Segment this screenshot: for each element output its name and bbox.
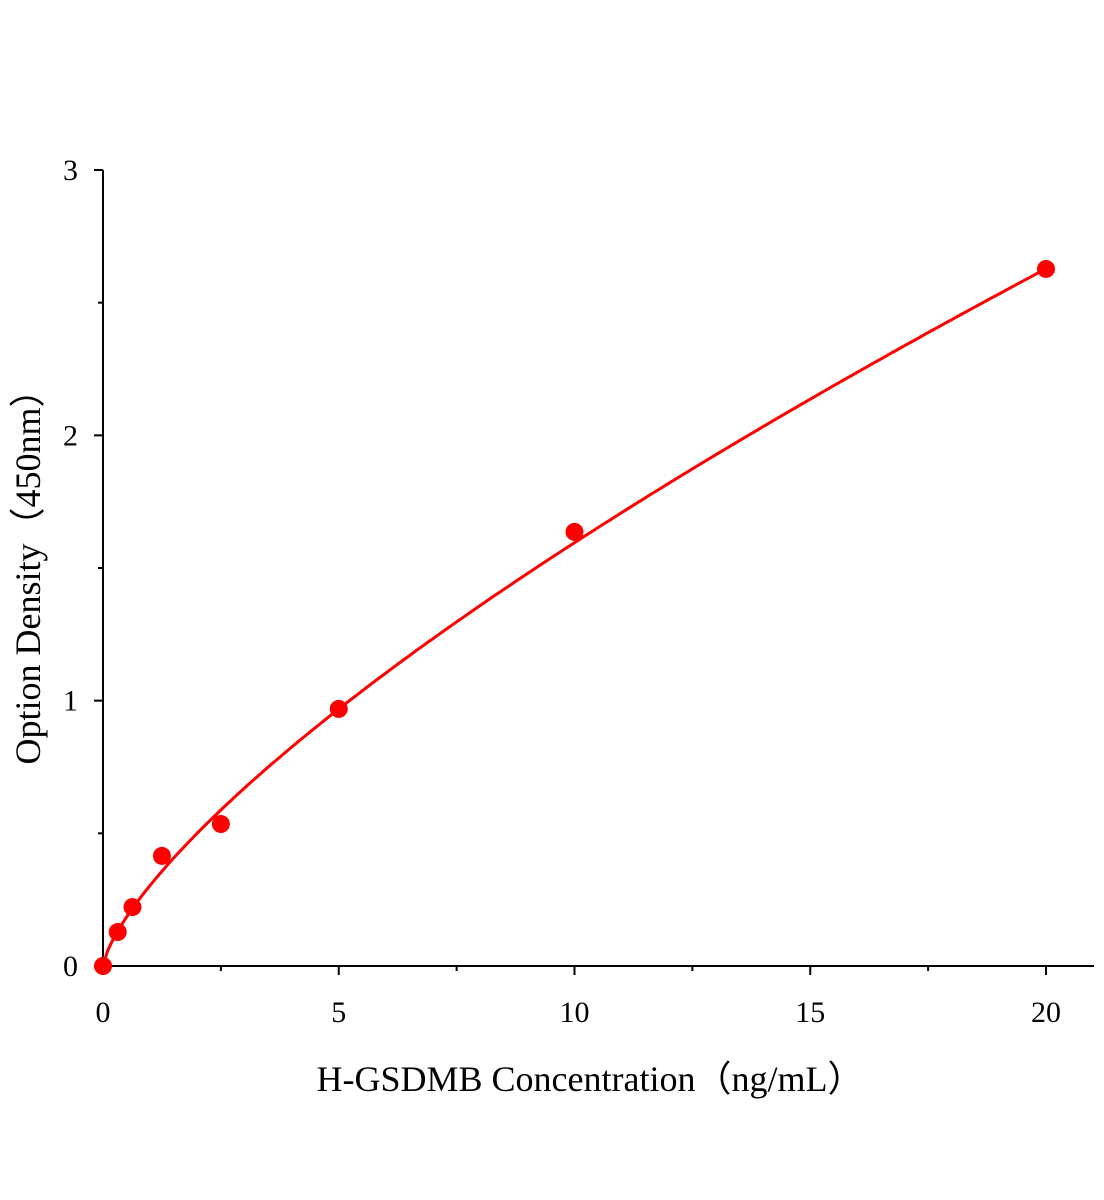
data-point	[329, 699, 348, 718]
data-point	[565, 522, 584, 541]
x-tick-label: 5	[331, 996, 346, 1029]
x-axis-label: H-GSDMB Concentration（ng/mL）	[317, 1059, 864, 1099]
y-tick-label: 2	[63, 419, 78, 452]
x-tick-label: 0	[96, 996, 111, 1029]
data-point	[123, 898, 142, 917]
data-point	[1037, 259, 1055, 278]
x-tick-label: 10	[560, 996, 590, 1029]
y-tick-label: 3	[63, 154, 78, 187]
axes: 0 5 10 15 20 0 1 2 3	[63, 154, 1094, 1029]
y-axis-label: Option Density（450nm）	[8, 372, 48, 765]
x-tick-label: 20	[1031, 996, 1061, 1029]
data-point	[108, 923, 127, 942]
fit-curve	[101, 267, 1047, 967]
x-tick-label: 15	[795, 996, 825, 1029]
y-tick-label: 0	[63, 950, 78, 983]
data-point	[152, 846, 171, 865]
data-points	[94, 259, 1055, 975]
y-tick-label: 1	[63, 685, 78, 718]
data-point	[211, 815, 230, 834]
data-point	[94, 957, 112, 975]
